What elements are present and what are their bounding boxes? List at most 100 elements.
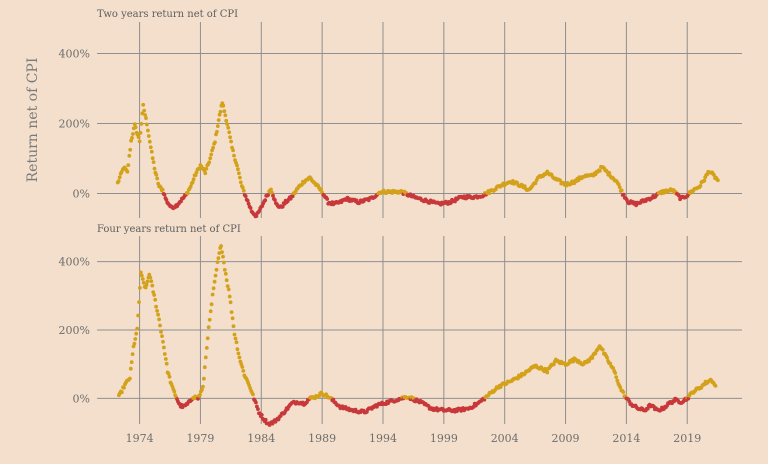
data-point [158,323,162,328]
data-point [224,278,229,283]
x-tick-label: 1989 [308,432,336,445]
data-point [240,365,245,369]
data-point [160,187,165,192]
x-tick-label: 2014 [612,432,640,445]
data-point [227,294,232,299]
data-point [146,128,150,133]
data-point [136,313,141,318]
y-tick-label: 200% [59,118,90,131]
data-point [127,153,132,158]
data-point [126,163,131,168]
data-point [645,406,650,411]
data-point [686,396,691,401]
data-point [613,371,618,375]
data-point [215,260,220,264]
data-point [241,188,246,193]
data-point [159,330,163,334]
data-point [149,279,154,284]
data-point [191,177,196,182]
data-point [136,135,141,140]
data-point [137,300,141,304]
data-point [130,136,134,140]
data-point [269,187,273,192]
data-point [235,163,239,168]
data-point [138,286,142,290]
data-point [131,132,135,136]
data-point [151,160,156,165]
data-point [147,139,152,144]
y-tick-label: 0% [73,392,90,405]
data-point [237,355,242,360]
data-point [259,413,264,417]
data-point [210,292,215,297]
data-point [266,193,270,197]
data-point [204,166,209,171]
data-point [203,171,208,176]
data-point [280,204,285,209]
data-point [251,392,255,397]
data-point [245,198,250,203]
data-point [211,286,216,291]
data-point [593,351,598,356]
data-point [200,388,204,392]
data-point [221,254,225,259]
data-point [144,282,149,287]
data-point [213,140,217,145]
data-point [152,293,157,297]
data-point [133,125,138,130]
data-point [216,256,221,260]
data-point [196,396,200,401]
data-point [198,393,202,397]
data-point [125,169,130,174]
data-point [155,309,160,313]
data-point [162,352,167,356]
data-point [148,275,153,280]
x-tick-label: 1994 [369,432,397,445]
y-tick-label: 400% [59,256,90,269]
data-point [615,378,620,383]
data-point [411,396,416,400]
data-point [129,360,134,364]
data-point [140,277,145,281]
data-point [122,385,126,390]
data-point [290,194,295,199]
data-point [153,297,158,302]
data-point [209,152,214,157]
data-point [162,192,167,197]
data-point [533,181,538,186]
x-tick-label: 2004 [491,432,519,445]
data-point [225,284,230,288]
data-point [271,193,275,198]
data-point [234,340,239,345]
data-point [232,332,237,337]
data-point [149,149,154,154]
data-point [202,365,207,370]
data-point [605,355,609,360]
data-point [226,125,231,130]
x-tick-label: 1999 [430,432,458,445]
data-point [164,361,169,366]
data-point [134,331,139,336]
data-point [598,168,602,173]
y-tick-labels-four-years: 0% 200% 400% [59,256,90,406]
data-point [617,185,622,190]
gridlines-four-years [97,236,742,424]
x-tick-label: 1984 [247,432,275,445]
data-point [231,324,236,329]
data-point [202,376,206,381]
data-point [571,359,575,364]
data-point [545,370,550,375]
data-point [160,334,164,338]
data-point [130,352,135,356]
data-point [325,197,330,201]
data-point [254,400,258,405]
data-point [702,178,707,183]
data-point [146,134,151,138]
data-point [600,347,605,352]
data-point [137,139,142,144]
panel-title-two-years: Two years return net of CPI [97,9,238,20]
data-point [229,310,234,314]
data-point [208,156,213,161]
data-point [590,356,595,360]
points-four-years [117,244,718,427]
